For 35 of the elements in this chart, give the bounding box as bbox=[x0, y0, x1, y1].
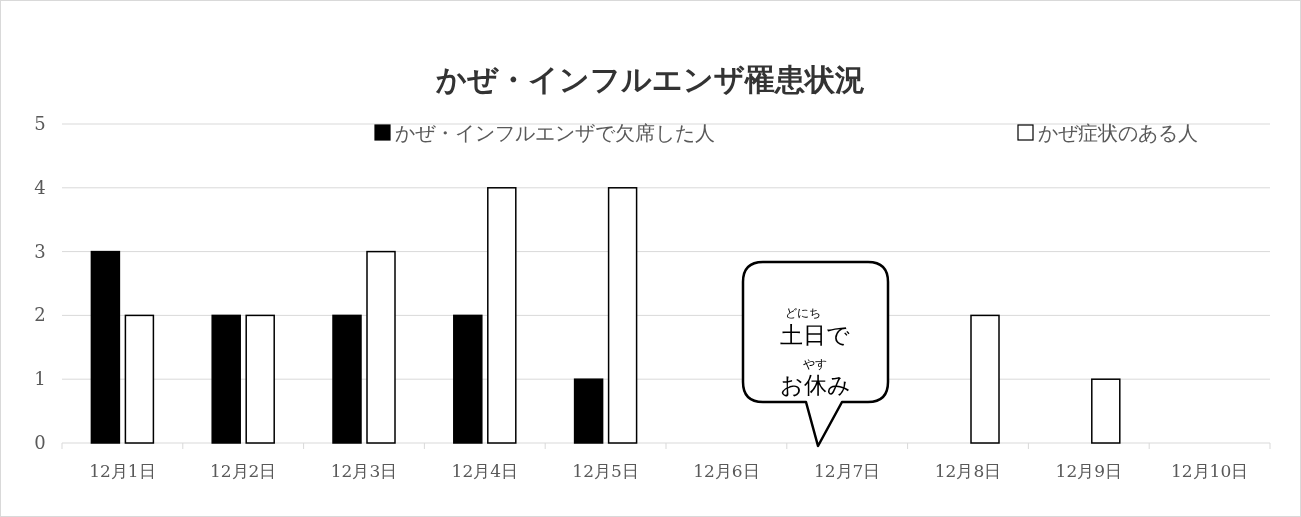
bar bbox=[366, 250, 396, 444]
bar bbox=[124, 314, 155, 444]
bar bbox=[453, 314, 483, 444]
x-tick-label: 12月4日 bbox=[451, 461, 519, 481]
y-tick-label: 3 bbox=[34, 240, 46, 262]
x-tick-label: 12月8日 bbox=[934, 461, 1002, 481]
bar bbox=[487, 187, 517, 444]
bar bbox=[211, 314, 241, 444]
x-tick-label: 12月9日 bbox=[1055, 461, 1123, 481]
x-tick-label: 12月6日 bbox=[693, 461, 760, 481]
bar bbox=[332, 314, 362, 444]
x-tick-label: 12月10日 bbox=[1170, 461, 1249, 481]
x-tick-label: 12月7日 bbox=[813, 461, 881, 481]
x-tick-label: 12月3日 bbox=[330, 461, 398, 481]
annotation: どにち bbox=[785, 306, 821, 320]
legend-label: かぜ症状のある人 bbox=[1038, 121, 1198, 145]
x-tick-label: 12月2日 bbox=[209, 461, 277, 481]
y-tick-label: 1 bbox=[34, 368, 46, 390]
y-tick-label: 0 bbox=[34, 432, 46, 453]
y-tick-label: 2 bbox=[34, 304, 46, 326]
legend-label: かぜ・インフルエンザで欠席した人 bbox=[395, 121, 715, 145]
x-tick-label: 12月5日 bbox=[572, 461, 639, 481]
bar bbox=[970, 314, 1000, 444]
bar bbox=[607, 187, 638, 444]
bar bbox=[90, 250, 121, 444]
bar bbox=[245, 314, 275, 444]
bar bbox=[1091, 378, 1121, 444]
annotation: お休み bbox=[779, 372, 851, 398]
y-tick-label: 4 bbox=[34, 176, 46, 198]
annotation: やす bbox=[803, 357, 827, 371]
annotation: 土日で bbox=[780, 322, 850, 348]
x-tick-label: 12月1日 bbox=[89, 461, 156, 481]
bar bbox=[573, 378, 604, 444]
chart-title: かぜ・インフルエンザ罹患状況 bbox=[435, 62, 865, 97]
y-tick-label: 5 bbox=[34, 113, 46, 134]
